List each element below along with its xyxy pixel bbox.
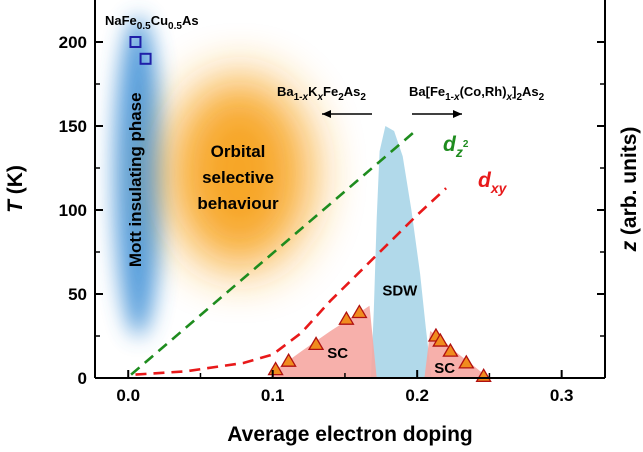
- y-tick-label: 0: [78, 369, 87, 388]
- label-dxy: dxy: [478, 169, 508, 196]
- y2-axis-label: z (arb. units): [618, 127, 641, 253]
- y-tick-label: 50: [68, 285, 87, 304]
- x-tick-label: 0.1: [261, 386, 285, 405]
- triangle-point: [280, 352, 297, 367]
- triangle-point: [442, 342, 459, 357]
- square-point: [129, 36, 142, 48]
- annotations: Mott insulating phase Orbital selective beh…: [105, 13, 545, 377]
- sc-left-label: SC: [327, 345, 348, 362]
- label-dz2: dz2: [443, 133, 469, 160]
- axes: 0.0 0.1 0.2 0.3 0 50 100 150 200 Average electron…: [4, 0, 641, 446]
- sdw-dome: [370, 126, 432, 378]
- data-series: [129, 36, 492, 382]
- triangle-point: [307, 336, 325, 351]
- orbital-label: selective: [202, 168, 274, 187]
- orbital-label: Orbital: [211, 142, 266, 161]
- compound-bak: Ba1-xKxFe2As2: [277, 84, 366, 103]
- orbital-label: behaviour: [197, 194, 279, 213]
- y-axis-label: T (K): [4, 165, 27, 213]
- sc-right-label: SC: [434, 360, 455, 377]
- series-dz2-line: [130, 128, 419, 376]
- mott-label: Mott insulating phase: [126, 92, 145, 267]
- compound-bafe: Ba[Fe1-x(Co,Rh)x]2As2: [409, 84, 545, 103]
- triangle-point: [458, 354, 475, 369]
- x-axis-label: Average electron doping: [227, 423, 472, 446]
- x-tick-label: 0.0: [116, 386, 140, 405]
- triangle-point: [432, 332, 449, 347]
- triangle-point: [351, 304, 368, 319]
- sdw-label: SDW: [382, 283, 418, 300]
- y-tick-label: 100: [59, 201, 87, 220]
- square-point: [139, 52, 152, 65]
- compound-nafecuas: NaFe0.5Cu0.5As: [105, 13, 199, 32]
- y-tick-label: 150: [59, 117, 87, 136]
- y-tick-label: 200: [59, 33, 87, 52]
- x-tick-label: 0.2: [405, 386, 429, 405]
- orbital-region: [167, 77, 312, 270]
- series-dxy-line: [135, 187, 447, 376]
- triangle-point: [338, 310, 355, 325]
- x-tick-label: 0.3: [550, 386, 574, 405]
- mott-region: [114, 16, 163, 337]
